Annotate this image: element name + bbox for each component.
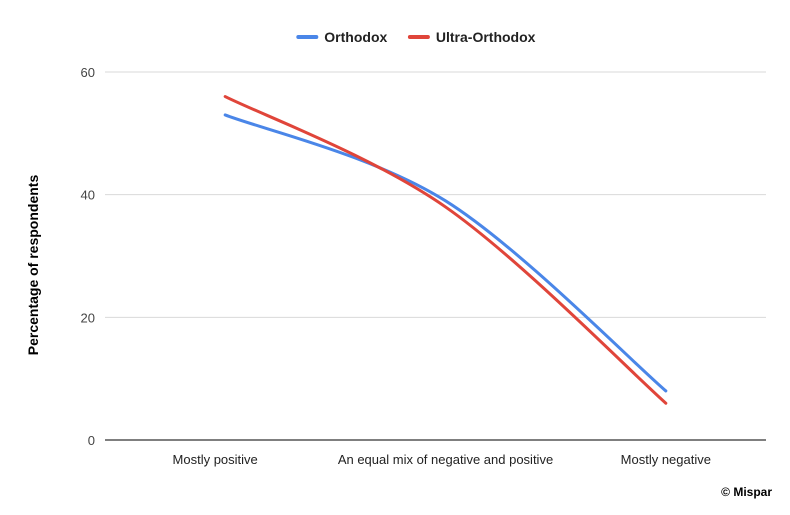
series-line-orthodox xyxy=(223,113,668,393)
series-lines xyxy=(223,95,668,405)
y-tick-labels: 0 20 40 60 xyxy=(81,65,95,448)
x-tick-label: Mostly negative xyxy=(621,452,711,467)
legend: Orthodox Ultra-Orthodox xyxy=(296,29,536,45)
gridlines xyxy=(105,71,766,441)
x-tick-label: Mostly positive xyxy=(173,452,258,467)
series-line-ultra-orthodox xyxy=(223,95,668,405)
legend-label-orthodox: Orthodox xyxy=(324,29,387,45)
x-tick-label: An equal mix of negative and positive xyxy=(338,452,553,467)
y-axis-label: Percentage of respondents xyxy=(25,175,41,356)
copyright-credit: © Mispar xyxy=(721,485,772,499)
y-tick-label: 0 xyxy=(88,433,95,448)
legend-label-ultra-orthodox: Ultra-Orthodox xyxy=(436,29,536,45)
y-tick-label: 60 xyxy=(81,65,95,80)
y-tick-label: 20 xyxy=(81,310,95,325)
y-tick-label: 40 xyxy=(81,188,95,203)
x-tick-labels: Mostly positive An equal mix of negative … xyxy=(173,452,711,467)
